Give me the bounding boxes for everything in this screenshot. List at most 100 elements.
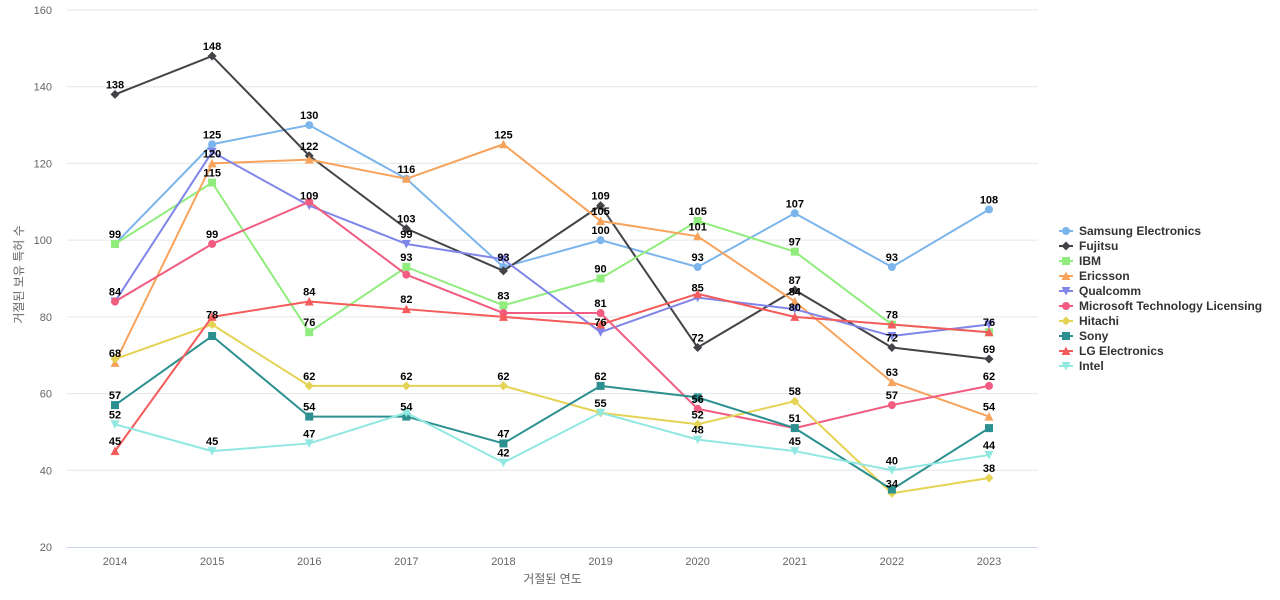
y-axis-ticks: 20 40 60 80 100 120 140 160 <box>34 5 52 554</box>
legend-label: Intel <box>1079 359 1104 373</box>
data-point <box>208 332 217 341</box>
legend-marker <box>1061 316 1071 326</box>
legend-marker <box>1062 257 1070 265</box>
legend-item[interactable]: Sony <box>1059 329 1109 343</box>
legend-item[interactable]: IBM <box>1059 254 1101 268</box>
data-point <box>401 304 411 314</box>
data-label: 45 <box>789 436 801 448</box>
data-point <box>596 236 605 245</box>
data-label: 81 <box>594 298 606 310</box>
data-point <box>305 412 314 421</box>
data-label: 54 <box>983 402 996 414</box>
data-label: 83 <box>497 290 509 302</box>
data-point <box>207 320 217 330</box>
data-label: 47 <box>303 428 315 440</box>
legend-item[interactable]: Ericsson <box>1059 269 1130 283</box>
series-hitachi <box>110 320 994 498</box>
data-point <box>887 485 896 494</box>
data-point <box>304 297 314 306</box>
data-point <box>596 201 606 211</box>
legend-label: Hitachi <box>1079 314 1119 328</box>
data-point <box>304 155 314 164</box>
data-point <box>790 247 799 256</box>
data-label: 109 <box>300 191 318 203</box>
data-label: 97 <box>789 237 801 249</box>
data-label: 93 <box>400 252 412 264</box>
x-tick-label: 2016 <box>297 556 321 568</box>
legend-item[interactable]: Fujitsu <box>1059 239 1118 253</box>
legend-label: Qualcomm <box>1079 284 1141 298</box>
data-label: 148 <box>203 41 221 53</box>
data-label: 62 <box>400 371 412 383</box>
data-point <box>401 381 411 391</box>
data-label: 34 <box>886 478 899 490</box>
legend-item[interactable]: LG Electronics <box>1059 344 1164 358</box>
data-point <box>985 424 993 433</box>
data-point <box>401 224 411 234</box>
data-point <box>402 270 411 279</box>
data-label: 78 <box>886 310 898 322</box>
data-label: 72 <box>692 333 704 345</box>
legend-marker <box>1061 241 1071 251</box>
data-label: 58 <box>789 386 801 398</box>
legend-item[interactable]: Qualcomm <box>1059 284 1141 298</box>
data-label: 93 <box>692 252 704 264</box>
data-label: 76 <box>983 317 995 329</box>
data-label: 84 <box>789 287 802 299</box>
data-point <box>498 266 508 276</box>
data-point <box>693 343 703 353</box>
data-label: 38 <box>983 463 995 475</box>
data-label: 55 <box>594 398 606 410</box>
data-point <box>305 328 314 337</box>
data-label: 122 <box>300 141 318 153</box>
data-point <box>401 174 411 183</box>
data-point <box>207 312 217 321</box>
legend-item[interactable]: Hitachi <box>1059 314 1119 328</box>
data-point <box>984 320 994 330</box>
data-label: 99 <box>206 229 218 241</box>
data-label: 100 <box>591 225 609 237</box>
legend-item[interactable]: Samsung Electronics <box>1059 224 1201 238</box>
data-label: 107 <box>786 198 804 210</box>
legend-item[interactable]: Intel <box>1059 359 1104 373</box>
x-tick-label: 2019 <box>588 556 612 568</box>
data-label: 87 <box>789 275 801 287</box>
series-line <box>114 323 990 495</box>
data-point <box>401 408 411 418</box>
series-line <box>114 200 990 430</box>
data-point <box>887 262 896 271</box>
data-point <box>887 466 897 475</box>
data-label: 72 <box>886 333 898 345</box>
legend-item[interactable]: Microsoft Technology Licensing <box>1059 299 1262 313</box>
data-label: 45 <box>109 436 121 448</box>
data-label: 99 <box>109 229 121 241</box>
data-label: 44 <box>983 440 996 452</box>
data-point <box>208 178 217 187</box>
y-tick-label: 120 <box>34 158 52 170</box>
x-tick-label: 2021 <box>783 556 807 568</box>
data-label: 103 <box>397 214 415 226</box>
data-label: 116 <box>397 164 415 176</box>
legend-marker <box>1061 346 1071 355</box>
y-tick-label: 20 <box>40 542 52 554</box>
data-point <box>498 381 508 391</box>
series-samsung-electronics <box>111 121 993 271</box>
legend-label: Samsung Electronics <box>1079 224 1201 238</box>
y-tick-label: 160 <box>34 5 52 17</box>
data-point <box>207 147 217 157</box>
data-point <box>790 447 800 456</box>
data-label: 80 <box>789 302 801 314</box>
data-point <box>304 381 314 391</box>
series-intel <box>110 408 994 475</box>
data-label: 76 <box>303 317 315 329</box>
x-tick-label: 2018 <box>491 556 515 568</box>
data-label: 108 <box>980 194 998 206</box>
data-point <box>790 209 799 218</box>
data-label: 63 <box>886 367 898 379</box>
data-point <box>110 446 120 456</box>
data-label: 62 <box>497 371 509 383</box>
series-line <box>114 411 990 472</box>
legend-label: Fujitsu <box>1079 239 1118 253</box>
data-point <box>207 447 217 456</box>
